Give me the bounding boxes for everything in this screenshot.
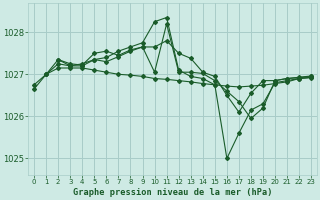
X-axis label: Graphe pression niveau de la mer (hPa): Graphe pression niveau de la mer (hPa) bbox=[73, 188, 272, 197]
